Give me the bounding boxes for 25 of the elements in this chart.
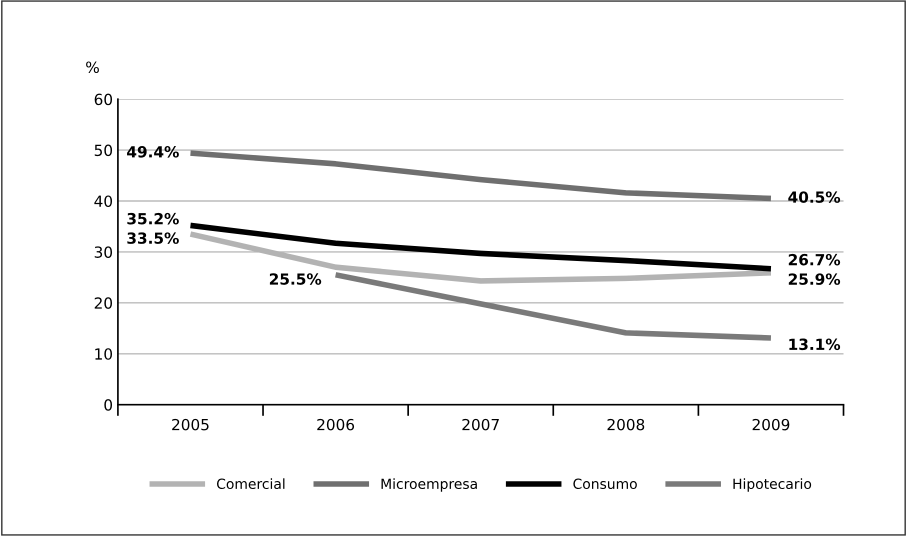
data-label: 49.4% xyxy=(127,146,179,158)
x-tick-label: 2005 xyxy=(172,418,209,430)
legend-label: Microempresa xyxy=(382,478,477,492)
data-label: 25.9% xyxy=(788,273,840,285)
data-label: 35.2% xyxy=(127,212,179,224)
x-tick-label: 2006 xyxy=(317,418,354,430)
data-label: 25.5% xyxy=(270,273,322,285)
legend-label: Hipotecario xyxy=(733,478,812,492)
y-tick-label: 20 xyxy=(94,297,112,309)
data-label: 40.5% xyxy=(788,191,840,203)
y-tick-label: 40 xyxy=(94,195,112,208)
legend-label: Consumo xyxy=(573,478,637,490)
data-label: 26.7% xyxy=(788,254,840,266)
y-tick-label: 10 xyxy=(95,348,112,360)
y-tick-label: 50 xyxy=(94,144,112,156)
y-tick-label: 30 xyxy=(94,246,112,258)
y-tick-label: 0 xyxy=(104,399,112,411)
x-tick-label: 2007 xyxy=(462,418,499,430)
x-tick-label: 2008 xyxy=(608,418,644,430)
data-label: 13.1% xyxy=(789,338,840,350)
y-axis-title: % xyxy=(86,61,99,74)
y-tick-label: 60 xyxy=(94,94,112,106)
legend-label: Comercial xyxy=(216,478,284,490)
x-tick-label: 2009 xyxy=(752,418,790,430)
data-label: 33.5% xyxy=(127,232,179,244)
